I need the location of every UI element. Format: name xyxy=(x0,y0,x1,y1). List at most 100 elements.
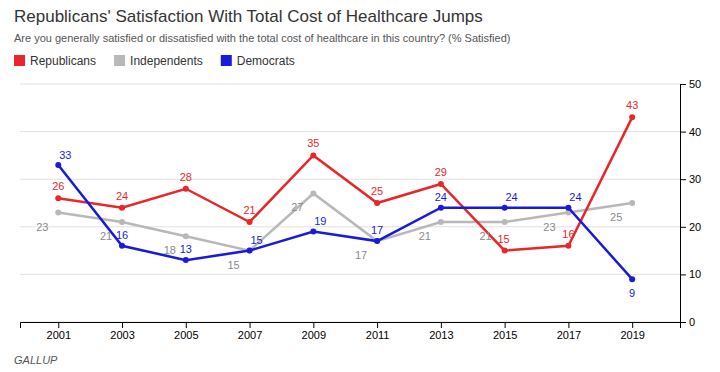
point xyxy=(183,233,189,239)
point xyxy=(438,181,444,187)
data-label: 35 xyxy=(307,137,319,149)
y-tick-mark xyxy=(680,84,686,85)
point xyxy=(374,238,380,244)
point xyxy=(55,162,61,168)
point xyxy=(502,205,508,211)
source: GALLUP xyxy=(14,354,58,366)
series-line xyxy=(58,117,632,250)
data-label: 15 xyxy=(250,234,262,246)
y-tick-label: 0 xyxy=(689,316,695,328)
y-tick-mark xyxy=(680,132,686,133)
grid-line xyxy=(20,274,680,275)
series-points xyxy=(55,190,635,253)
y-tick-mark xyxy=(680,227,686,228)
x-tick: 2001 xyxy=(47,322,71,341)
y-tick: 20 xyxy=(680,221,701,233)
x-tick-mark xyxy=(250,322,251,328)
x-tick: 2005 xyxy=(174,322,198,341)
x-tick-label: 2003 xyxy=(110,329,134,341)
point xyxy=(310,190,316,196)
legend-swatch xyxy=(14,55,25,66)
x-tick-label: 2007 xyxy=(238,329,262,341)
data-label: 16 xyxy=(116,229,128,241)
x-tick-mark xyxy=(632,322,633,328)
point xyxy=(438,205,444,211)
x-tick-label: 2005 xyxy=(174,329,198,341)
data-label: 21 xyxy=(419,230,431,242)
point xyxy=(55,210,61,216)
x-tick-label: 2019 xyxy=(620,329,644,341)
data-label: 43 xyxy=(626,99,638,111)
x-tick-label: 2017 xyxy=(557,329,581,341)
legend-swatch xyxy=(114,55,125,66)
legend-label: Republicans xyxy=(30,54,96,68)
legend-item: Democrats xyxy=(221,54,295,68)
x-tick-mark xyxy=(313,322,314,328)
data-label: 24 xyxy=(116,190,128,202)
x-tick-mark xyxy=(186,322,187,328)
x-tick-mark xyxy=(58,322,59,328)
point xyxy=(374,238,380,244)
subtitle: Are you generally satisfied or dissatisf… xyxy=(14,32,510,44)
data-label: 21 xyxy=(100,230,112,242)
y-tick: 10 xyxy=(680,268,701,280)
point xyxy=(629,200,635,206)
x-tick: 2011 xyxy=(366,322,390,341)
x-tick-label: 2001 xyxy=(47,329,71,341)
legend-label: Democrats xyxy=(237,54,295,68)
data-label: 19 xyxy=(314,215,326,227)
y-tick-label: 30 xyxy=(689,173,701,185)
y-axis-line xyxy=(681,85,687,323)
data-label: 13 xyxy=(180,243,192,255)
data-labels: 2624282135252915164323211815271721212325… xyxy=(36,99,638,299)
grid xyxy=(20,84,680,322)
plot: 2001200320052007200920112013201520172019… xyxy=(20,78,701,341)
x-tick-label: 2013 xyxy=(429,329,453,341)
point xyxy=(183,257,189,263)
x-tick-mark xyxy=(377,322,378,328)
data-label: 25 xyxy=(610,211,622,223)
legend-swatch xyxy=(221,55,232,66)
x-tick-label: 2015 xyxy=(493,329,517,341)
data-label: 21 xyxy=(243,204,255,216)
point xyxy=(565,243,571,249)
point xyxy=(119,219,125,225)
data-label: 26 xyxy=(52,180,64,192)
x-tick: 2003 xyxy=(110,322,134,341)
x-tick-label: 2011 xyxy=(366,329,390,341)
legend-item: Republicans xyxy=(14,54,96,68)
y-tick: 50 xyxy=(680,78,701,90)
point xyxy=(247,219,253,225)
data-label: 23 xyxy=(543,221,555,233)
data-label: 25 xyxy=(371,185,383,197)
point xyxy=(629,276,635,282)
y-tick-mark xyxy=(680,179,686,180)
point xyxy=(502,248,508,254)
grid-line xyxy=(20,84,680,85)
legend-label: Independents xyxy=(130,54,203,68)
x-tick-mark xyxy=(122,322,123,328)
x-tick-label: 2009 xyxy=(302,329,326,341)
grid-line xyxy=(20,179,680,180)
point xyxy=(55,195,61,201)
x-tick: 2015 xyxy=(493,322,517,341)
data-label: 27 xyxy=(291,201,303,213)
series-points xyxy=(55,162,635,282)
point xyxy=(119,243,125,249)
x-tick-mark xyxy=(568,322,569,328)
point xyxy=(247,248,253,254)
data-label: 24 xyxy=(569,191,581,203)
data-label: 9 xyxy=(629,287,635,299)
title: Republicans' Satisfaction With Total Cos… xyxy=(14,7,483,26)
x-tick: 2019 xyxy=(620,322,644,341)
y-tick-label: 40 xyxy=(689,126,701,138)
x-tick-mark xyxy=(505,322,506,328)
data-label: 24 xyxy=(435,191,447,203)
y-tick-label: 10 xyxy=(689,268,701,280)
legend-item: Independents xyxy=(114,54,203,68)
y-tick-label: 20 xyxy=(689,221,701,233)
x-tick: 2009 xyxy=(302,322,326,341)
data-label: 33 xyxy=(59,149,71,161)
data-label: 24 xyxy=(506,191,518,203)
x-tick: 2017 xyxy=(557,322,581,341)
